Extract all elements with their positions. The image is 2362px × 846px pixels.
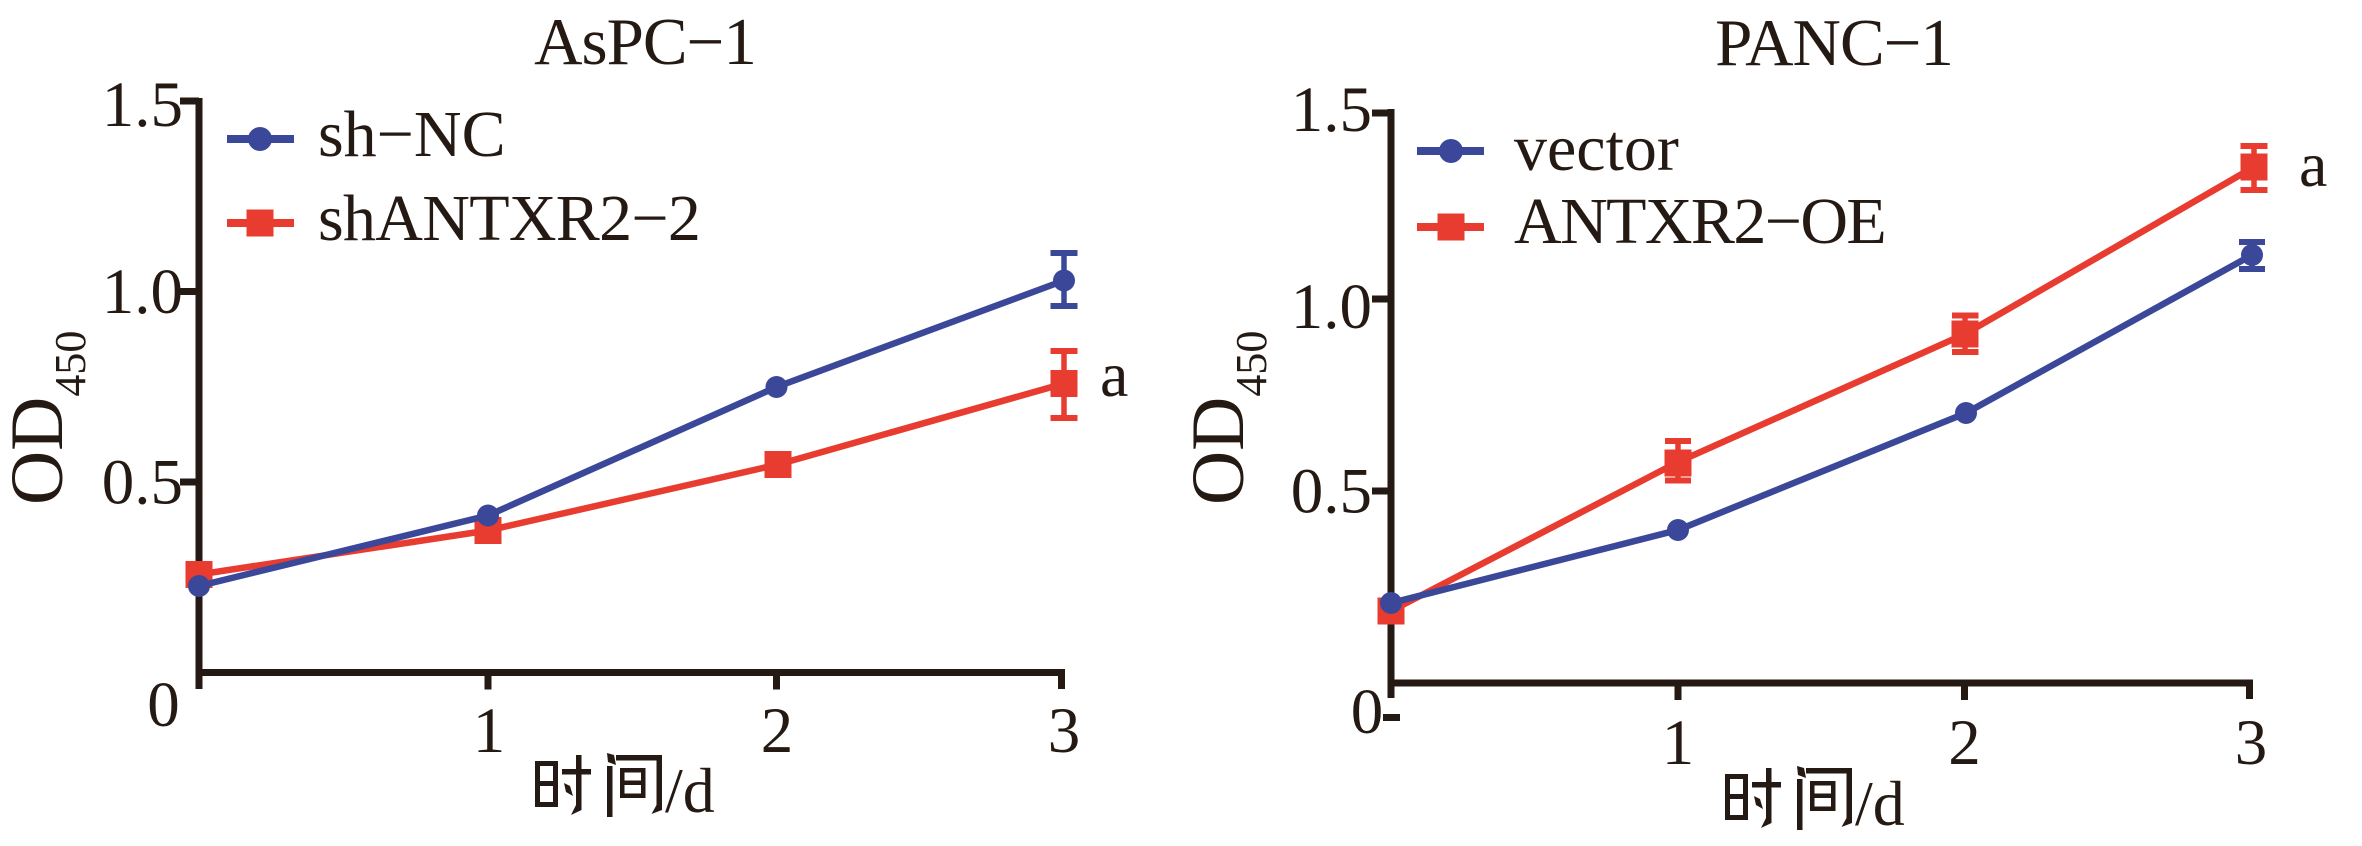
svg-text:a: a — [1100, 339, 1128, 410]
svg-text:AsPC−1: AsPC−1 — [534, 5, 756, 79]
svg-text:3: 3 — [2235, 707, 2268, 779]
svg-text:ANTXR2−OE: ANTXR2−OE — [1514, 185, 1885, 258]
svg-text:0.5: 0.5 — [102, 447, 183, 519]
svg-text:2: 2 — [761, 695, 794, 767]
svg-text:1: 1 — [1662, 707, 1695, 779]
svg-text:0: 0 — [1351, 676, 1384, 748]
svg-text:2: 2 — [1948, 707, 1981, 779]
svg-text:0: 0 — [147, 669, 180, 741]
svg-text:OD450: OD450 — [1177, 331, 1276, 505]
svg-text:0.5: 0.5 — [1291, 456, 1372, 528]
svg-text:OD450: OD450 — [0, 331, 95, 505]
svg-text:PANC−1: PANC−1 — [1715, 6, 1953, 80]
svg-text:vector: vector — [1514, 112, 1679, 185]
svg-text:1: 1 — [473, 695, 506, 767]
svg-text:a: a — [2299, 129, 2327, 200]
svg-text:sh−NC: sh−NC — [318, 98, 506, 171]
svg-text:shANTXR2−2: shANTXR2−2 — [318, 182, 700, 255]
svg-text:1.0: 1.0 — [1291, 271, 1372, 343]
svg-text:1.5: 1.5 — [102, 69, 183, 141]
svg-text:1.0: 1.0 — [102, 256, 183, 328]
svg-text:1.5: 1.5 — [1291, 74, 1372, 146]
svg-text:3: 3 — [1048, 695, 1081, 767]
